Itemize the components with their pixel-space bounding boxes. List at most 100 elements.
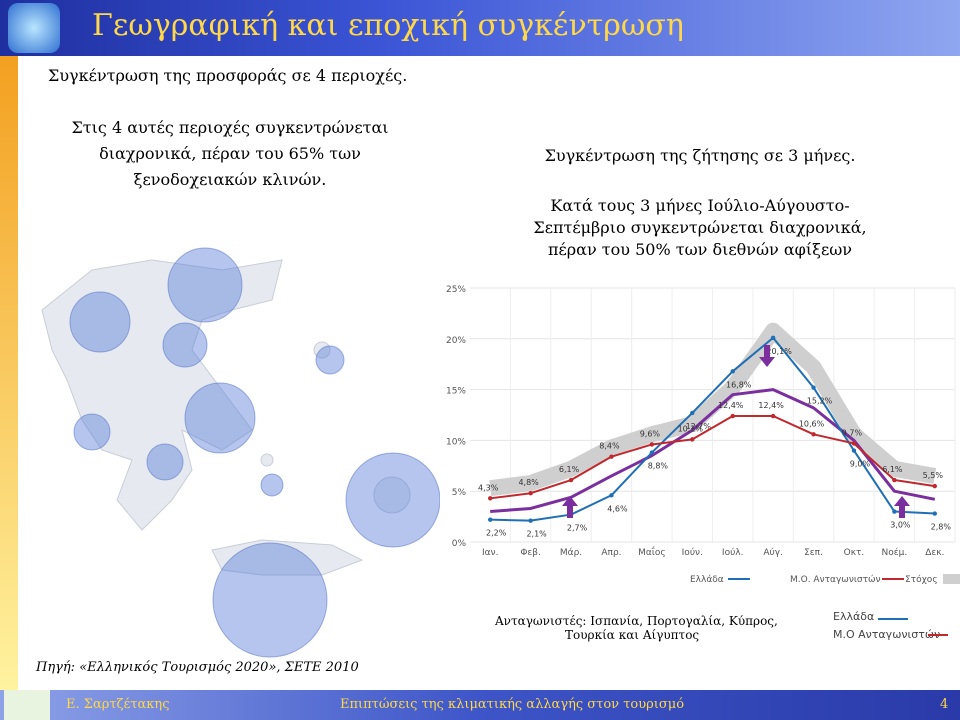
x-tick-label: Μαΐος: [638, 546, 666, 558]
legend2-line: [928, 634, 948, 636]
x-tick-label: Μάρ.: [560, 548, 582, 558]
island: [373, 476, 411, 514]
x-tick-label: Απρ.: [601, 548, 621, 558]
value-label: 12,4%: [718, 401, 744, 410]
x-tick-label: Ιούν.: [682, 547, 703, 558]
point: [811, 385, 816, 390]
logo: [8, 3, 60, 53]
value-label: 9,6%: [640, 429, 661, 438]
y-tick-label: 0%: [452, 539, 467, 549]
footer-logo: [4, 690, 50, 720]
left-text: Στις 4 αυτές περιοχές συγκεντρώνεται: [71, 118, 389, 137]
value-label: 9,0%: [850, 460, 871, 469]
point: [770, 413, 776, 419]
legend2-line: [878, 618, 908, 620]
side-strip: [0, 56, 18, 690]
point: [770, 335, 776, 340]
mainland: [41, 259, 283, 531]
arrow: [894, 496, 910, 518]
island: [313, 341, 331, 359]
value-label: 3,0%: [890, 521, 911, 530]
arrow: [759, 345, 775, 367]
value-label: 5,5%: [923, 471, 944, 480]
legend-label: Μ.Ο. Ανταγωνιστών: [790, 574, 881, 585]
y-tick-label: 15%: [446, 387, 466, 397]
value-label: 12,7%: [686, 422, 712, 431]
y-tick-label: 5%: [452, 488, 467, 498]
series-line: [490, 415, 935, 500]
value-label: 6,1%: [559, 465, 580, 474]
point: [851, 448, 857, 453]
left-heading: Συγκέντρωση της προσφοράς σε 4 περιοχές.: [48, 66, 408, 85]
region-circle: [212, 542, 328, 658]
value-label: 2,8%: [931, 523, 952, 532]
y-tick-label: 25%: [446, 285, 466, 295]
region-circle: [73, 413, 111, 451]
x-tick-label: Φεβ.: [520, 548, 541, 558]
point: [609, 454, 614, 459]
legend-label: Στόχος: [905, 574, 938, 585]
y-tick-label: 20%: [446, 336, 466, 346]
value-label: 10,6%: [799, 419, 825, 428]
source: Πηγή: «Ελληνικός Τουρισμός 2020», ΣΕΤΕ 2…: [36, 660, 359, 675]
region-circle: [315, 345, 345, 375]
region-circle: [146, 443, 184, 481]
value-label: 16,8%: [726, 380, 752, 389]
region-circle: [162, 322, 208, 368]
right-text: Σεπτέμβριο συγκεντρώνεται διαχρονικά,: [533, 218, 867, 237]
x-tick-label: Νοέμ.: [882, 547, 908, 558]
x-tick-label: Οκτ.: [844, 548, 865, 558]
value-label: 9,7%: [842, 428, 863, 437]
region-circle: [184, 382, 256, 454]
value-label: 20,1%: [766, 347, 792, 356]
target-band: [489, 322, 937, 497]
point: [932, 483, 937, 489]
chart: 0% 5% 10% 15% 20% 25% Ιαν. Φεβ. Μάρ. Απρ. Μαΐος Ιού…: [445, 285, 960, 585]
right-text: πέραν του 50% των διεθνών αφίξεων: [547, 240, 853, 259]
legend2-label: Μ.Ο Ανταγωνιστών: [833, 628, 941, 641]
footer-author: Ε. Σαρτζέτακης: [66, 697, 170, 712]
x-tick-label: Σεπ.: [804, 548, 823, 558]
legend2-label: Ελλάδα: [833, 610, 875, 623]
point: [932, 511, 937, 516]
point: [690, 410, 695, 416]
note: Τουρκία και Αίγυπτος: [565, 628, 700, 642]
value-label: 10,1%: [678, 424, 704, 433]
island: [260, 453, 274, 467]
point: [488, 517, 493, 522]
value-label: 8,8%: [648, 462, 669, 471]
y-tick-label: 10%: [446, 437, 466, 447]
point: [811, 432, 816, 437]
value-label: 8,4%: [599, 442, 620, 451]
value-label: 4,6%: [607, 504, 628, 513]
note: Ανταγωνιστές: Ισπανία, Πορτογαλία, Κύπρο…: [495, 614, 778, 628]
map: [41, 247, 441, 658]
value-label: 4,3%: [478, 483, 499, 492]
point: [892, 509, 897, 514]
footer-bar: [0, 690, 960, 720]
series-line: [490, 336, 935, 522]
region-circle: [260, 473, 284, 497]
right-heading: Συγκέντρωση της ζήτησης σε 3 μήνες.: [544, 146, 856, 165]
point: [528, 491, 533, 496]
value-label: 15,2%: [807, 397, 833, 406]
point: [892, 477, 897, 483]
x-tick-label: Αύγ.: [763, 547, 783, 558]
point: [528, 518, 533, 523]
page-number: 4: [940, 697, 949, 712]
footer-title: Επιπτώσεις της κλιματικής αλλαγής στον τ…: [340, 697, 685, 712]
x-tick-label: Ιούλ.: [722, 547, 744, 558]
region-circle: [69, 291, 131, 353]
point: [851, 441, 857, 446]
region-circle: [167, 247, 243, 323]
legend-label: Ελλάδα: [690, 575, 724, 585]
value-label: 2,7%: [567, 524, 588, 533]
x-tick-label: Δεκ.: [925, 548, 944, 558]
crete: [211, 539, 364, 576]
value-label: 12,4%: [758, 401, 784, 410]
x-tick-label: Ιαν.: [482, 548, 498, 558]
point: [730, 369, 735, 374]
point: [690, 437, 695, 442]
point: [649, 450, 655, 455]
left-text: διαχρονικά, πέραν του 65% των: [99, 144, 361, 163]
